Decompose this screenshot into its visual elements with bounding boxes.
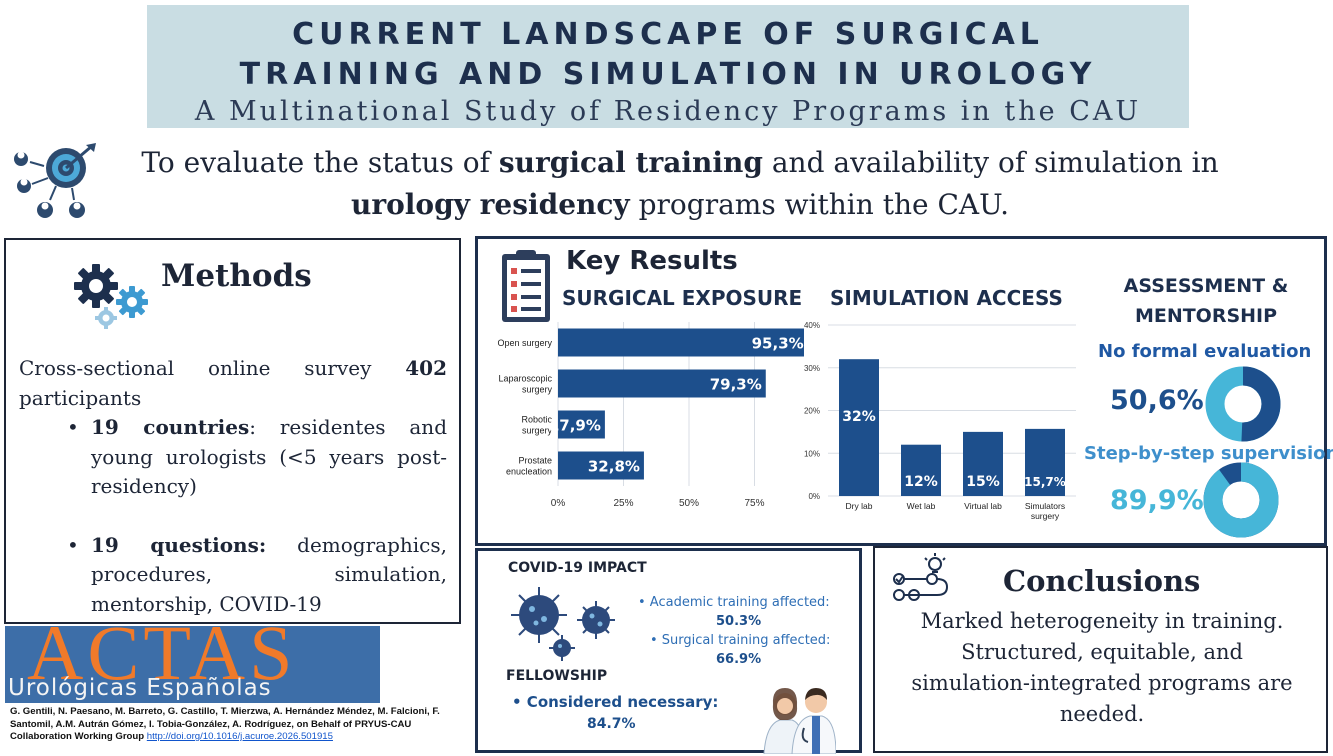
conclusions-panel: Conclusions Marked heterogeneity in trai… bbox=[873, 546, 1328, 753]
donut-fill bbox=[1203, 462, 1279, 538]
methods-participants: participants bbox=[19, 385, 142, 410]
clipboard-icon bbox=[502, 250, 550, 322]
methods-intro: Cross-sectional online survey 402 bbox=[19, 356, 447, 380]
exposure-tick-label: 25% bbox=[613, 498, 633, 509]
methods-panel: Methods Cross-sectional online survey 40… bbox=[4, 238, 461, 624]
no-formal-evaluation-label: No formal evaluation bbox=[1098, 341, 1312, 362]
title-line-2: TRAINING AND SIMULATION IN UROLOGY bbox=[239, 57, 1097, 92]
step-by-step-supervision-label: Step-by-step supervision bbox=[1084, 443, 1333, 464]
surgical-exposure-chart: 0% 25% 50% 75% Open surgery 95,3% Laparoscopic… bbox=[497, 322, 804, 509]
surgical-training-affected-value: 66.9% bbox=[716, 652, 762, 667]
simulation-bar bbox=[901, 444, 941, 496]
exposure-tick-label: 0% bbox=[551, 498, 566, 509]
simulation-tick-label: 0% bbox=[808, 492, 820, 501]
objective-statement: To evaluate the status of surgical train… bbox=[141, 146, 1219, 221]
exposure-value-label: 17,9% bbox=[549, 417, 601, 435]
exposure-value-label: 79,3% bbox=[710, 376, 762, 394]
no-formal-evaluation-value: 50,6% bbox=[1110, 385, 1204, 416]
exposure-category-label: surgery bbox=[522, 426, 553, 436]
conclusions-body: Marked heterogeneity in training. Struct… bbox=[911, 609, 1293, 726]
subtitle: A Multinational Study of Residency Progr… bbox=[194, 96, 1142, 127]
exposure-bar bbox=[558, 328, 804, 357]
simulation-category-label: surgery bbox=[1031, 511, 1060, 521]
exposure-bar bbox=[558, 451, 644, 480]
logo-sub-text: Urológicas Españolas bbox=[8, 675, 272, 701]
citation: G. Gentili, N. Paesano, M. Barreto, G. C… bbox=[10, 706, 472, 744]
exposure-category-label: Open surgery bbox=[497, 338, 552, 348]
step-by-step-supervision-value: 89,9% bbox=[1110, 485, 1204, 516]
lightbulb-process-icon bbox=[893, 553, 949, 601]
assessment-heading: ASSESSMENT & MENTORSHIP bbox=[1123, 275, 1289, 327]
target-with-people-icon bbox=[14, 143, 96, 218]
gears-icon bbox=[74, 264, 148, 329]
exposure-tick-label: 50% bbox=[679, 498, 699, 509]
exposure-bar bbox=[558, 410, 605, 439]
simulation-category-label: Dry lab bbox=[846, 501, 873, 511]
title-line-1: CURRENT LANDSCAPE OF SURGICAL bbox=[292, 17, 1044, 52]
academic-training-affected-label: • Academic training affected: bbox=[638, 595, 830, 610]
simulation-category-label: Virtual lab bbox=[964, 501, 1002, 511]
methods-bullet-countries: • 19 countries: residentes and young urol… bbox=[67, 415, 447, 498]
surgical-training-affected-label: • Surgical training affected: bbox=[650, 633, 831, 648]
simulation-access-heading: SIMULATION ACCESS bbox=[830, 286, 1063, 310]
simulation-value-label: 15,7% bbox=[1024, 475, 1066, 489]
methods-bullet-questions: • 19 questions: demographics, procedures,… bbox=[67, 532, 447, 616]
simulation-access-chart: 0% 10% 20% 30% 40% Dry lab 32% Wet lab 12% Virtua… bbox=[804, 321, 1076, 521]
simulation-value-label: 32% bbox=[842, 409, 876, 425]
academic-training-affected-value: 50.3% bbox=[716, 614, 762, 629]
author-list: G. Gentili, N. Paesano, M. Barreto, G. C… bbox=[10, 706, 440, 742]
exposure-value-label: 95,3% bbox=[752, 335, 804, 353]
methods-body: Cross-sectional online survey 402 partic… bbox=[19, 354, 447, 619]
exposure-value-label: 32,8% bbox=[588, 458, 640, 476]
title-banner: CURRENT LANDSCAPE OF SURGICAL TRAINING A… bbox=[147, 5, 1189, 128]
exposure-category-label: enucleation bbox=[506, 467, 552, 477]
exposure-category-label: Prostate bbox=[518, 456, 552, 466]
simulation-tick-label: 20% bbox=[804, 407, 820, 416]
simulation-value-label: 12% bbox=[904, 474, 938, 490]
step-by-step-supervision-donut bbox=[1203, 462, 1279, 538]
covid-heading: COVID-19 IMPACT bbox=[508, 560, 647, 576]
covid-panel: COVID-19 IMPACT • Academic training affe… bbox=[475, 548, 862, 754]
donut-fill bbox=[1205, 366, 1281, 442]
logo-main-text: ACTAS bbox=[27, 626, 297, 696]
simulation-category-label: Simulators bbox=[1025, 501, 1065, 511]
journal-logo: ACTAS Urológicas Españolas bbox=[5, 626, 380, 703]
simulation-bar bbox=[839, 359, 879, 496]
key-results-panel: Key Results SURGICAL EXPOSURE SIMULATION… bbox=[475, 236, 1333, 546]
exposure-category-label: Laparoscopic bbox=[498, 374, 552, 384]
doctors-icon bbox=[763, 688, 836, 754]
exposure-tick-label: 75% bbox=[744, 498, 764, 509]
exposure-category-label: surgery bbox=[522, 385, 553, 395]
conclusions-title: Conclusions bbox=[1003, 564, 1201, 598]
simulation-tick-label: 10% bbox=[804, 449, 820, 458]
simulation-tick-label: 30% bbox=[804, 364, 820, 373]
fellowship-value: 84.7% bbox=[587, 716, 636, 732]
simulation-tick-label: 40% bbox=[804, 321, 820, 330]
fellowship-label: • Considered necessary: bbox=[512, 693, 719, 711]
simulation-bar bbox=[963, 431, 1003, 496]
doi-link[interactable]: http://doi.org/10.1016/j.acuroe.2026.501… bbox=[146, 731, 333, 742]
surgical-exposure-heading: SURGICAL EXPOSURE bbox=[562, 286, 803, 310]
simulation-value-label: 15% bbox=[966, 474, 1000, 490]
fellowship-heading: FELLOWSHIP bbox=[506, 668, 608, 684]
exposure-bar bbox=[558, 369, 766, 398]
no-formal-evaluation-donut bbox=[1205, 366, 1281, 442]
simulation-bar bbox=[1025, 428, 1065, 496]
virus-icon bbox=[511, 587, 615, 661]
key-results-title: Key Results bbox=[566, 246, 738, 276]
methods-title: Methods bbox=[161, 258, 312, 294]
exposure-category-label: Robotic bbox=[521, 415, 552, 425]
simulation-category-label: Wet lab bbox=[907, 501, 936, 511]
